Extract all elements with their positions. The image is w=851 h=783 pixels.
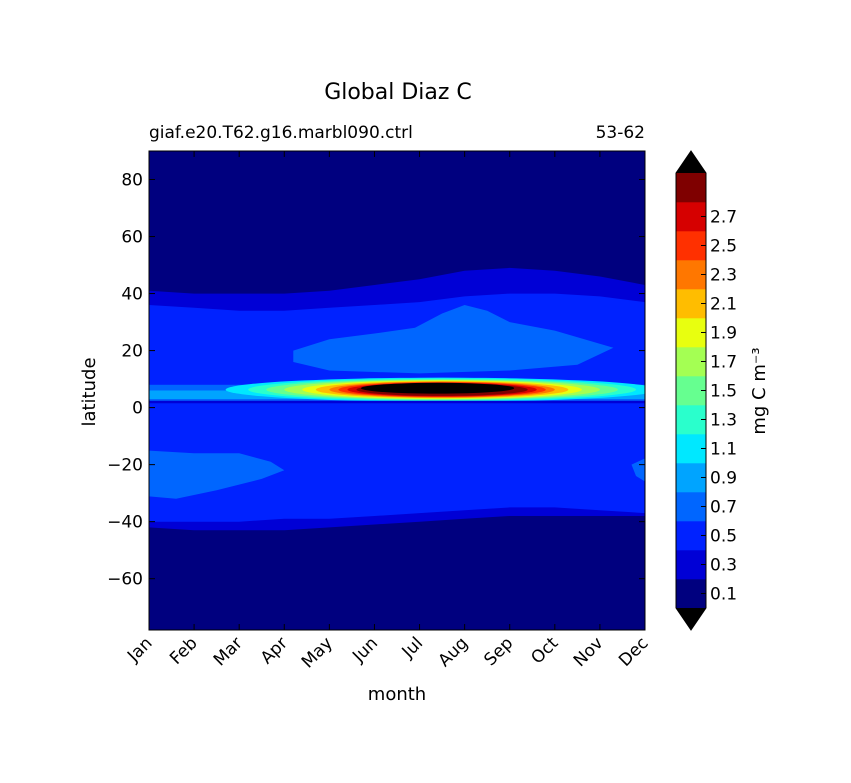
y-tick-label: 60 xyxy=(121,228,143,248)
colorbar-outline xyxy=(675,150,707,631)
colorbar-tick-label: 2.5 xyxy=(710,237,737,257)
x-tick-label: Feb xyxy=(166,633,201,668)
y-tick-label: −60 xyxy=(107,570,143,590)
x-tick-label: Nov xyxy=(570,633,608,671)
colorbar-tick-label: 2.3 xyxy=(710,266,737,286)
y-tick-label: 40 xyxy=(121,285,143,305)
equatorial-maximum xyxy=(149,377,645,404)
y-axis: 80 60 40 20 0 −20 −40 −60 xyxy=(107,171,645,590)
x-tick-label: Sep xyxy=(480,633,517,670)
contour-patch-north-0 xyxy=(293,305,614,374)
chart-subtitle-left: giaf.e20.T62.g16.marbl090.ctrl xyxy=(149,123,413,143)
equatorial-core xyxy=(360,382,515,394)
plot-area xyxy=(149,151,645,630)
colorbar-extend-top xyxy=(676,151,706,173)
chart-subtitle-right: 53-62 xyxy=(596,123,645,143)
x-tick-label: Oct xyxy=(527,633,562,668)
plot-frame xyxy=(148,150,646,631)
y-tick-label: 0 xyxy=(132,399,143,419)
colorbar: 0.1 0.3 0.5 0.7 0.9 1.1 1.3 1.5 1.7 1.9 2.1 2.3 2.5 2… xyxy=(675,150,737,631)
x-tick-label: Mar xyxy=(210,633,247,670)
colorbar-tick-label: 0.9 xyxy=(710,469,737,489)
colorbar-tick-label: 1.9 xyxy=(710,324,737,344)
colorbar-tick-label: 2.1 xyxy=(710,295,737,315)
x-tick-label: Aug xyxy=(435,633,473,671)
x-axis-label: month xyxy=(368,684,426,705)
chart-title: Global Diaz C xyxy=(324,80,472,105)
contour-patch-south-0 xyxy=(149,450,285,499)
y-tick-label: 80 xyxy=(121,171,143,191)
colorbar-tick-label: 0.7 xyxy=(710,498,737,518)
y-tick-label: 20 xyxy=(121,342,143,362)
colorbar-extend-bottom xyxy=(676,608,706,630)
x-tick-label: Apr xyxy=(257,633,292,668)
colorbar-tick-label: 1.1 xyxy=(710,440,737,460)
y-axis-label: latitude xyxy=(79,357,100,426)
colorbar-tick-label: 0.5 xyxy=(710,527,737,547)
colorbar-tick-label: 0.1 xyxy=(710,585,737,605)
x-tick-label: Jun xyxy=(348,633,382,667)
colorbar-tick-label: 2.7 xyxy=(710,208,737,228)
colorbar-segment xyxy=(676,173,706,203)
colorbar-tick-label: 1.3 xyxy=(710,411,737,431)
colorbar-tick-label: 0.3 xyxy=(710,556,737,576)
x-tick-label: Dec xyxy=(615,633,652,670)
colorbar-tick-label: 1.5 xyxy=(710,382,737,402)
y-tick-label: −40 xyxy=(107,513,143,533)
colorbar-tick-label: 1.7 xyxy=(710,353,737,373)
colorbar-label: mg C m⁻³ xyxy=(749,347,770,434)
x-tick-label: Jul xyxy=(398,633,427,662)
x-tick-label: Jan xyxy=(123,633,156,666)
equator-boundary xyxy=(149,400,645,404)
y-tick-label: −20 xyxy=(107,456,143,476)
x-tick-label: May xyxy=(298,633,337,672)
